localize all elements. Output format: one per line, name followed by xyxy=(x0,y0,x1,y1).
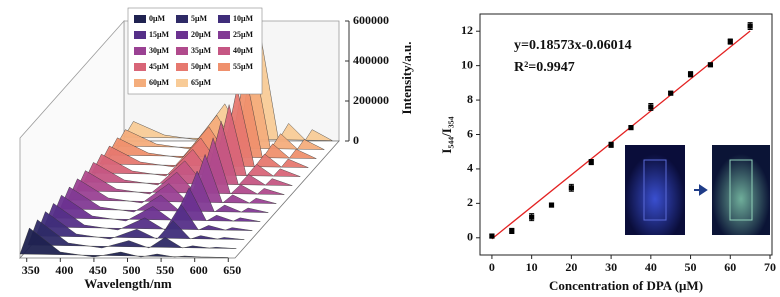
legend-swatch xyxy=(218,31,230,39)
x-tick-label: 60 xyxy=(724,260,736,274)
y-tick-label: 12 xyxy=(461,23,473,37)
point xyxy=(548,202,555,208)
x-tick-label: 10 xyxy=(526,260,538,274)
point xyxy=(529,214,535,220)
legend-label: 35μM xyxy=(191,46,212,55)
legend-label: 50μM xyxy=(191,62,212,71)
z-tick-label: 400000 xyxy=(353,53,389,67)
x-axis-label: Wavelength/nm xyxy=(84,276,172,291)
spectrum xyxy=(75,137,285,195)
legend-label: 20μM xyxy=(191,30,212,39)
legend-swatch xyxy=(134,47,146,55)
y-tick-label: 0 xyxy=(467,230,473,244)
legend-swatch xyxy=(176,47,188,55)
legend-swatch xyxy=(218,63,230,71)
legend-swatch xyxy=(176,15,188,23)
legend-swatch xyxy=(134,79,146,87)
spectrum xyxy=(67,153,277,204)
point xyxy=(668,90,674,96)
x-tick-label: 600 xyxy=(190,263,208,277)
y-tick-label: 4 xyxy=(467,161,473,175)
point xyxy=(608,142,614,148)
x-tick-label: 450 xyxy=(89,263,107,277)
legend-label: 60μM xyxy=(149,78,170,87)
spectrum xyxy=(43,203,253,231)
point xyxy=(568,185,574,191)
z-tick-label: 600000 xyxy=(353,13,389,27)
point xyxy=(628,125,634,131)
spectrum xyxy=(91,104,301,177)
x-tick-label: 0 xyxy=(489,260,495,274)
x-axis-label: Concentration of DPA (μM) xyxy=(549,278,703,293)
legend-label: 15μM xyxy=(149,30,170,39)
legend-label: 45μM xyxy=(149,62,170,71)
y-tick-label: 6 xyxy=(467,126,473,140)
legend-label: 65μM xyxy=(191,78,212,87)
point xyxy=(687,71,694,77)
x-tick-label: 70 xyxy=(764,260,776,274)
legend-label: 5μM xyxy=(191,14,208,23)
spectrum xyxy=(19,227,229,258)
inset-photo xyxy=(712,145,770,235)
y-tick-label: 2 xyxy=(467,195,473,209)
x-tick-label: 650 xyxy=(223,263,241,277)
inset-photo xyxy=(625,145,685,235)
legend-swatch xyxy=(218,47,230,55)
spectrum xyxy=(27,219,237,249)
x-tick-label: 20 xyxy=(565,260,577,274)
legend-label: 40μM xyxy=(233,46,254,55)
x-tick-label: 550 xyxy=(156,263,174,277)
point xyxy=(747,23,753,29)
legend-label: 0μM xyxy=(149,14,166,23)
point xyxy=(727,38,733,45)
legend-swatch xyxy=(176,63,188,71)
x-tick-label: 350 xyxy=(22,263,40,277)
legend-swatch xyxy=(218,15,230,23)
legend-swatch xyxy=(134,31,146,39)
legend-swatch xyxy=(134,63,146,71)
z-axis-label: Intensity/a.u. xyxy=(399,42,414,115)
y-tick-label: 8 xyxy=(467,92,473,106)
legend-label: 55μM xyxy=(233,62,254,71)
x-tick-label: 40 xyxy=(645,260,657,274)
annotation: R²=0.9947 xyxy=(514,60,575,75)
point xyxy=(707,62,714,68)
spectrum xyxy=(83,120,293,186)
x-tick-label: 30 xyxy=(605,260,617,274)
legend-label: 10μM xyxy=(233,14,254,23)
legend-label: 30μM xyxy=(149,46,170,55)
x-tick-label: 400 xyxy=(55,263,73,277)
legend-box xyxy=(127,7,263,95)
y-tick-label: 10 xyxy=(461,57,473,71)
cuvette xyxy=(643,159,667,221)
legend-swatch xyxy=(134,15,146,23)
z-tick-label: 200000 xyxy=(353,93,389,107)
cuvette xyxy=(729,159,753,221)
point xyxy=(509,228,515,234)
x-tick-label: 50 xyxy=(685,260,697,274)
point xyxy=(588,159,594,165)
arrow xyxy=(694,184,708,196)
y-axis-label: I₅₄₄/I₃₅₄ xyxy=(439,116,454,153)
fit-line xyxy=(491,30,751,240)
z-tick-label: 0 xyxy=(353,133,359,147)
legend-swatch xyxy=(176,79,188,87)
spectrum xyxy=(35,211,245,240)
point xyxy=(489,233,495,239)
annotation: y=0.18573x-0.06014 xyxy=(514,38,632,53)
point xyxy=(648,104,654,110)
legend-swatch xyxy=(176,31,188,39)
x-tick-label: 500 xyxy=(123,263,141,277)
legend-label: 25μM xyxy=(233,30,254,39)
